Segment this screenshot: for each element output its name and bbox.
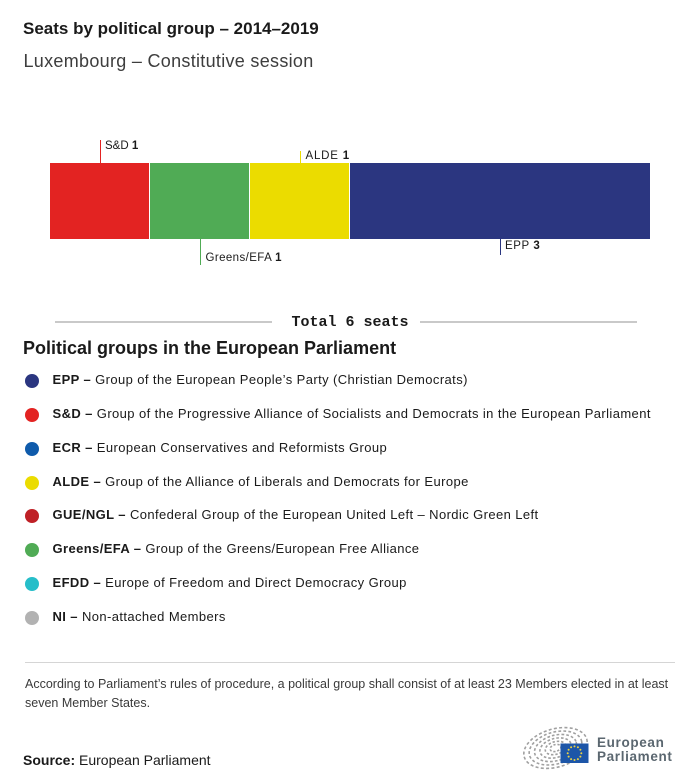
- svg-text:European: European: [597, 735, 664, 750]
- svg-text:Parliament: Parliament: [597, 749, 673, 764]
